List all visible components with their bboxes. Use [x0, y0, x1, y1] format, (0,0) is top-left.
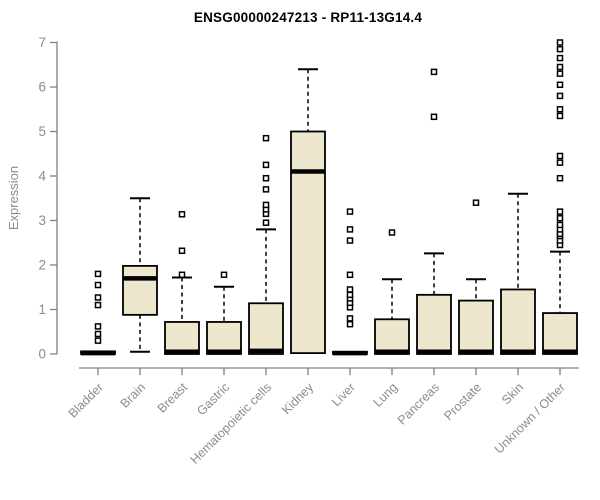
box [542, 312, 578, 355]
outlier-point [178, 247, 186, 255]
x-tick-label: Unknown / Other [492, 380, 568, 456]
x-tick-label: Pancreas [395, 380, 442, 427]
outlier-point [94, 330, 102, 338]
x-tick-label: Kidney [279, 380, 316, 417]
outlier-point [262, 186, 270, 193]
chart-title: ENSG00000247213 - RP11-13G14.4 [193, 10, 423, 25]
boxplot-unknown-other [542, 39, 578, 355]
y-tick-label: 3 [38, 213, 46, 228]
box [206, 321, 242, 355]
outlier-point [556, 92, 564, 100]
boxplot-gastric [206, 271, 242, 355]
boxplot-hematopoietic-cells [248, 134, 284, 355]
outlier-point [556, 54, 564, 62]
box [290, 130, 326, 355]
box [122, 264, 158, 316]
boxplot-lung [374, 229, 410, 355]
outlier-point [94, 270, 102, 278]
boxplot-kidney [290, 68, 326, 355]
outlier-point [220, 271, 228, 279]
x-tick-label: Hematopoietic cells [188, 380, 275, 467]
outlier-point [472, 199, 480, 206]
box [458, 299, 494, 355]
outlier-point [556, 152, 564, 160]
outlier-point [556, 106, 564, 113]
outlier-point [94, 337, 102, 344]
boxplot-liver [332, 208, 368, 356]
outlier-point [556, 112, 564, 120]
outlier-point [94, 281, 102, 289]
outlier-point [556, 81, 564, 89]
x-tick-label: Skin [499, 380, 526, 407]
box [500, 288, 536, 355]
box [164, 321, 200, 355]
outlier-point [94, 301, 102, 309]
outlier-point [178, 211, 186, 218]
outlier-point [556, 215, 564, 222]
y-tick-label: 0 [38, 347, 46, 362]
box [416, 293, 452, 355]
y-tick-label: 7 [38, 35, 46, 50]
outlier-point [346, 208, 354, 215]
y-tick-label: 2 [38, 258, 46, 273]
outlier-point [94, 323, 102, 330]
y-tick-label: 6 [38, 80, 46, 95]
x-tick-label: Gastric [194, 380, 232, 418]
y-tick-label: 4 [38, 169, 46, 184]
x-tick-label: Bladder [66, 380, 106, 420]
outlier-point [556, 159, 564, 166]
boxplot-breast [164, 211, 200, 355]
boxplot-brain [122, 197, 158, 353]
y-tick-label: 5 [38, 124, 46, 139]
boxplot-pancreas [416, 68, 452, 355]
x-tick-label: Breast [155, 380, 191, 416]
boxplot-bladder [80, 270, 116, 356]
outlier-point [262, 201, 270, 209]
x-tick-label: Lung [371, 380, 401, 410]
outlier-point [388, 229, 396, 236]
outlier-point [556, 70, 564, 77]
outlier-point [556, 174, 564, 182]
outlier-point [556, 221, 564, 229]
outlier-point [556, 45, 564, 53]
outlier-point [346, 237, 354, 244]
x-tick-label: Prostate [441, 380, 484, 423]
outlier-point [346, 320, 354, 328]
outlier-point [430, 113, 438, 121]
outlier-point [556, 39, 564, 46]
outlier-point [346, 226, 354, 233]
outlier-point [262, 174, 270, 182]
boxplot-skin [500, 192, 536, 355]
x-tick-label: Brain [118, 380, 149, 411]
outlier-point [94, 294, 102, 301]
outlier-point [556, 63, 564, 71]
outlier-point [262, 134, 270, 142]
box [248, 302, 284, 355]
outlier-point [556, 208, 564, 215]
box [374, 318, 410, 355]
y-tick-label: 1 [38, 302, 46, 317]
outlier-point [262, 219, 270, 226]
outlier-point [346, 286, 354, 293]
outlier-point [262, 161, 270, 169]
outlier-point [346, 315, 354, 322]
y-axis: 0 1 2 3 4 5 6 7 [38, 35, 58, 362]
outlier-point [178, 271, 186, 279]
boxplot-prostate [458, 199, 494, 355]
outlier-point [430, 68, 438, 76]
outlier-point [346, 271, 354, 279]
x-tick-label: Liver [329, 380, 358, 409]
outlier-point [346, 291, 354, 299]
